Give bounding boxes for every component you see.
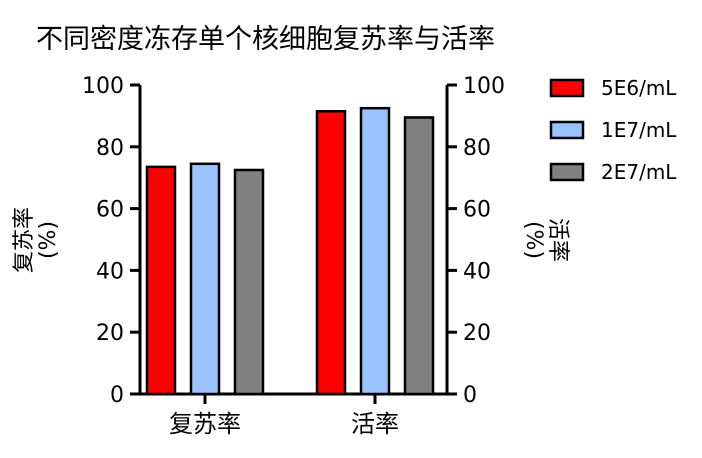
bar	[359, 106, 391, 396]
y-tick-label-left: 60	[96, 198, 124, 223]
legend-swatch	[549, 120, 585, 140]
y-axis-title-left: 复苏率(%)	[12, 207, 61, 273]
plot-area: 0 0 20 20 40 40 60 60 80 80 100 100 复苏率 活率 复苏率(%) 活率(%)	[12, 74, 570, 438]
bar	[403, 116, 435, 396]
x-tick-label: 活率	[351, 410, 399, 438]
bar	[315, 110, 347, 396]
y-tick-label-left: 80	[96, 136, 124, 161]
y-axis-title-right: 活率(%)	[521, 218, 570, 262]
y-tick-label-left: 0	[110, 383, 124, 408]
y-tick-label-left: 20	[96, 321, 124, 346]
chart-title: 不同密度冻存单个核细胞复苏率与活率	[36, 24, 495, 55]
y-tick-label-left: 40	[96, 259, 124, 284]
y-tick-label-right: 100	[463, 74, 505, 99]
legend-label: 2E7/mL	[601, 160, 677, 184]
legend-swatch	[549, 78, 585, 98]
y-tick-label-right: 60	[463, 198, 491, 223]
legend-label: 1E7/mL	[601, 118, 677, 142]
y-tick-label-right: 80	[463, 136, 491, 161]
y-tick-label-right: 20	[463, 321, 491, 346]
y-tick-label-right: 0	[463, 383, 477, 408]
legend: 5E6/mL 1E7/mL 2E7/mL	[549, 76, 677, 184]
bar	[233, 168, 265, 396]
y-tick-label-right: 40	[463, 259, 491, 284]
bar	[145, 165, 177, 396]
legend-swatch	[549, 162, 585, 182]
x-tick-label: 复苏率	[169, 410, 241, 438]
legend-label: 5E6/mL	[601, 76, 677, 100]
y-tick-label-left: 100	[82, 74, 124, 99]
bar	[189, 162, 221, 396]
